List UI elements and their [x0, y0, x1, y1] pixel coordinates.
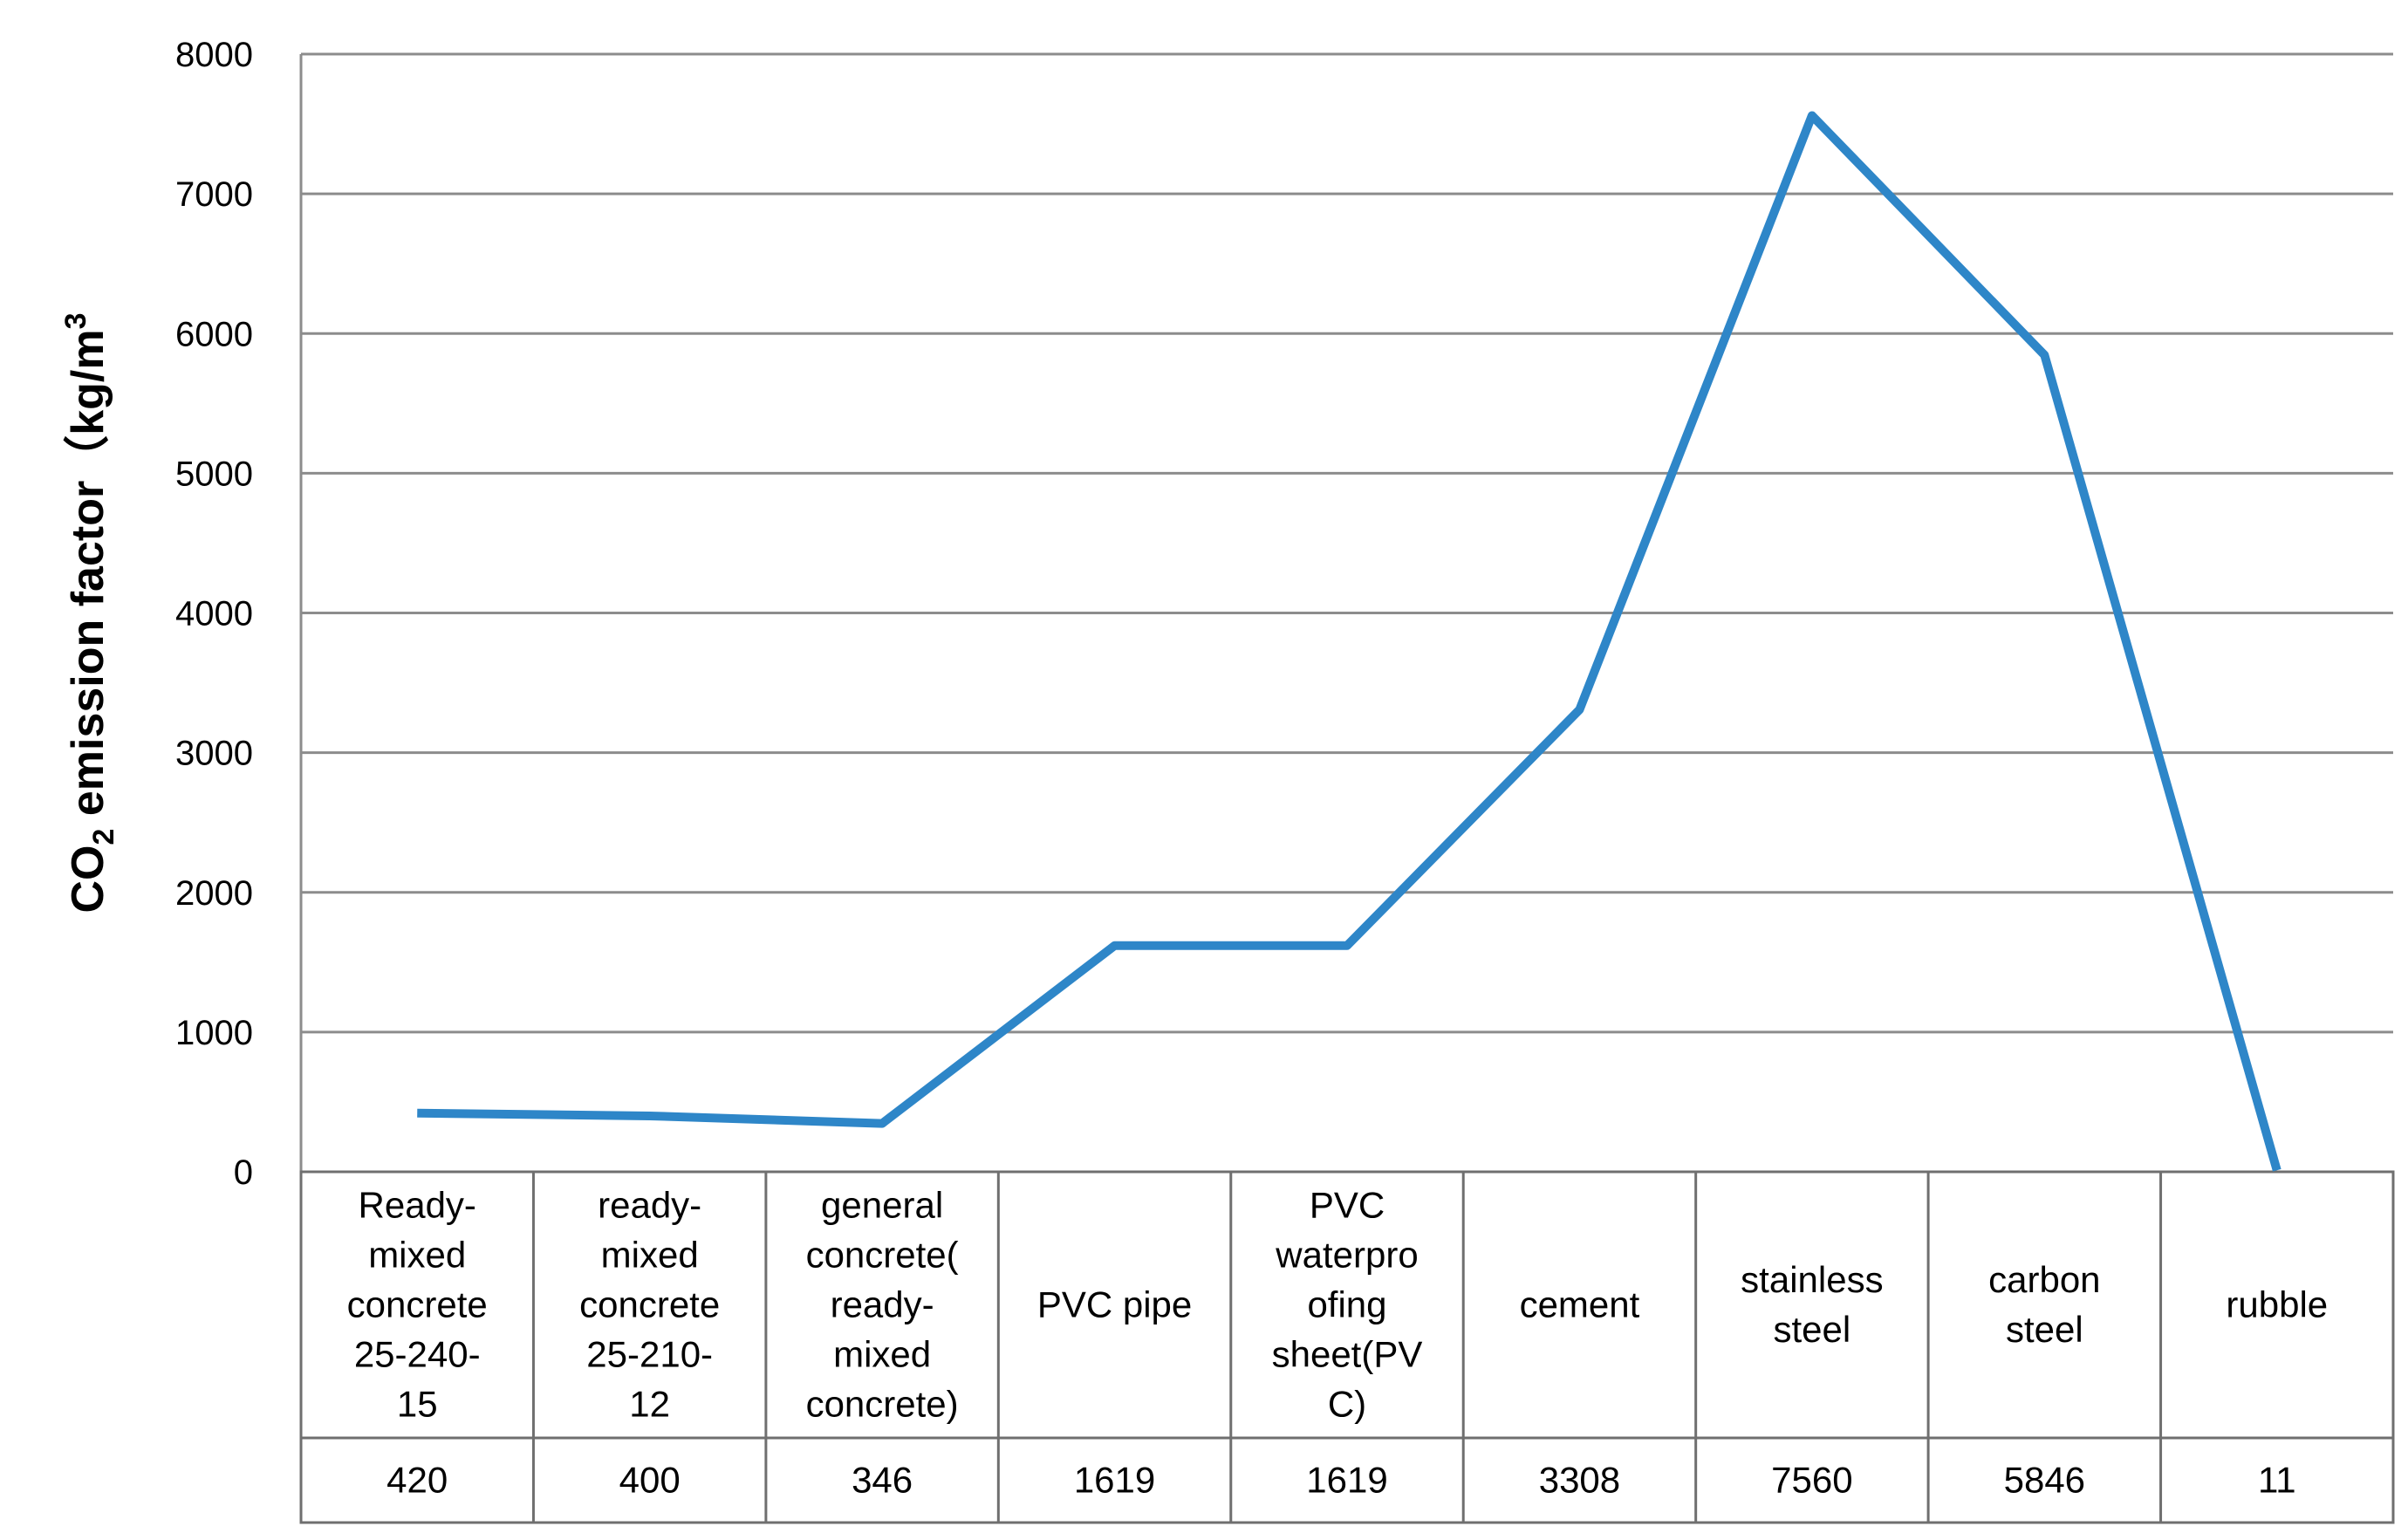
y-tick-label: 3000 — [175, 735, 253, 773]
value-label: 400 — [619, 1460, 681, 1501]
y-tick-label: 8000 — [175, 36, 253, 74]
category-label: general concrete(ready-mixed concrete) — [806, 1185, 959, 1425]
y-axis-title: CO2 emission factor（kg/m3 — [59, 313, 120, 914]
category-label: PVC pipe — [1037, 1284, 1192, 1325]
value-label: 5846 — [2004, 1460, 2085, 1501]
value-label: 11 — [2258, 1460, 2296, 1501]
value-label: 1619 — [1306, 1460, 1387, 1501]
value-label: 420 — [387, 1460, 448, 1501]
y-tick-label: 6000 — [175, 315, 253, 353]
table-border — [299, 1170, 2395, 1524]
category-label: PVC waterpro ofing sheet(PV C) — [1272, 1185, 1423, 1425]
y-tick-label: 7000 — [175, 175, 253, 214]
series-layer — [417, 111, 2281, 1172]
y-axis-ticks: 0 1000 2000 3000 4000 5000 6000 7000 8000 — [175, 36, 253, 1192]
series-line — [417, 111, 2281, 1172]
category-label: ready-mixed concrete 25-210-12 — [579, 1185, 720, 1425]
category-label: rubble — [2226, 1284, 2328, 1325]
y-tick-label: 0 — [234, 1153, 253, 1192]
category-label: carbon steel — [1988, 1259, 2100, 1350]
gridlines — [299, 52, 2393, 1174]
y-tick-label: 4000 — [175, 595, 253, 633]
value-label: 7560 — [1771, 1460, 1852, 1501]
value-label: 3308 — [1539, 1460, 1620, 1501]
category-label: stainless steel — [1741, 1259, 1883, 1350]
value-label: 346 — [852, 1460, 913, 1501]
category-label: cement — [1520, 1284, 1640, 1325]
category-label: Ready-mixed concrete 25-240-15 — [347, 1185, 488, 1425]
y-tick-label: 2000 — [175, 874, 253, 913]
y-tick-label: 5000 — [175, 455, 253, 493]
data-table: Ready-mixed concrete 25-240-15 420 ready-mix… — [299, 1170, 2395, 1524]
value-label: 1619 — [1074, 1460, 1155, 1501]
y-tick-label: 1000 — [175, 1014, 253, 1052]
